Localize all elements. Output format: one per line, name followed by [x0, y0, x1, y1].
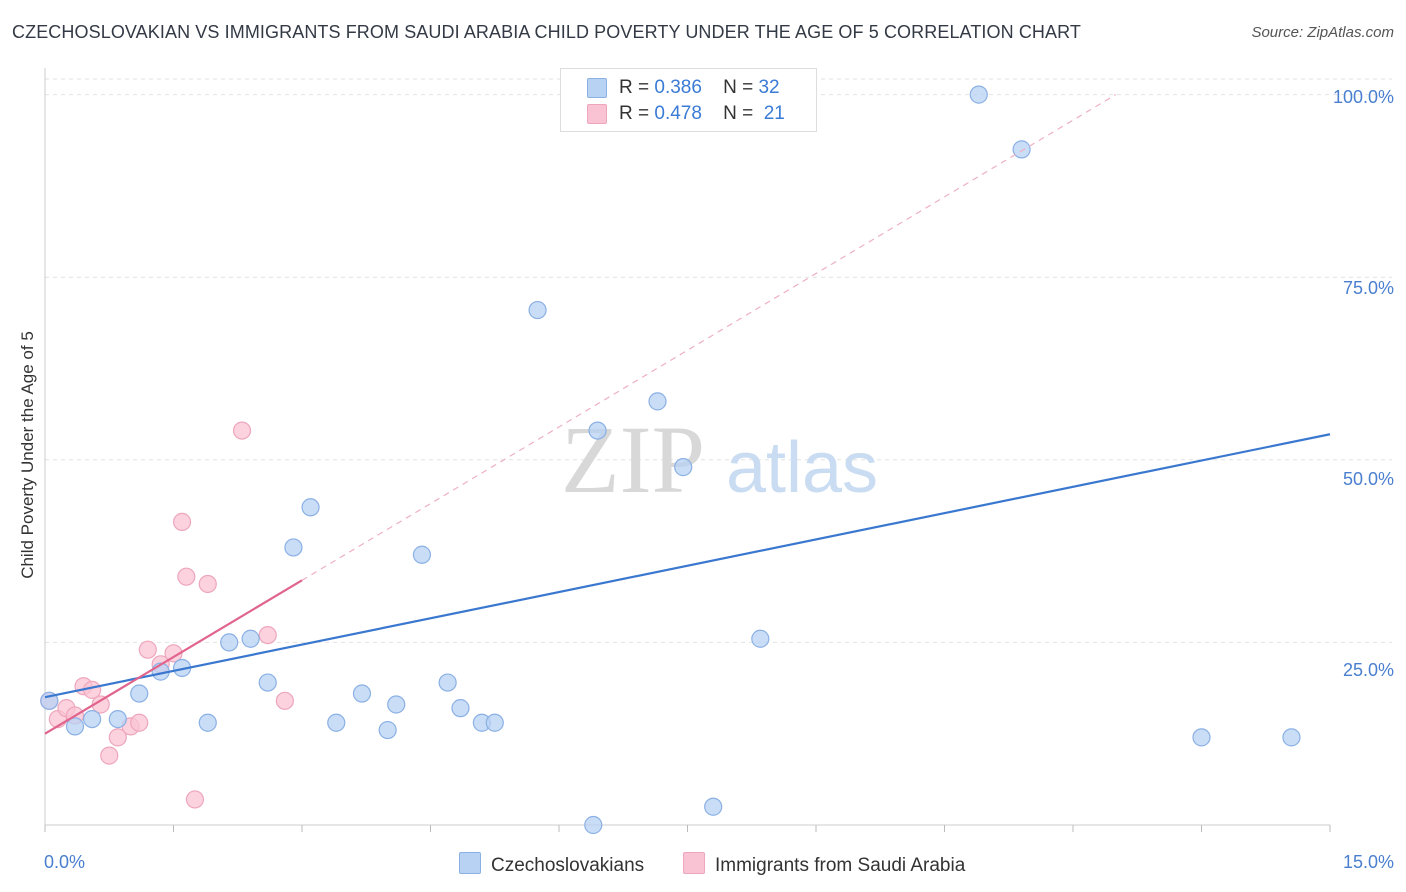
- blue-data-point: [258, 673, 277, 692]
- legend-r-label: R =: [619, 103, 650, 124]
- y-tick-50: 50.0%: [1342, 469, 1394, 489]
- blue-data-point: [528, 300, 547, 320]
- blue-data-point: [584, 815, 603, 835]
- x-tick-max: 15.0%: [1342, 852, 1394, 872]
- pink-data-point: [164, 644, 183, 663]
- blue-data-point: [412, 545, 432, 564]
- blue-data-point: [108, 709, 127, 729]
- blue-data-point: [220, 633, 239, 652]
- legend-n-value: 32: [758, 77, 780, 98]
- pink-data-point: [138, 640, 157, 659]
- pink-data-point: [198, 574, 217, 594]
- blue-data-point: [438, 673, 457, 692]
- pink-data-point: [177, 567, 196, 586]
- x-tick-min: 0.0%: [44, 852, 86, 872]
- pink-data-point: [232, 421, 252, 440]
- pink-data-point: [185, 790, 205, 809]
- grid-lines: [45, 78, 1392, 643]
- blue-swatch: [459, 852, 481, 874]
- pink-swatch: [587, 104, 607, 124]
- y-tick-100: 100.0%: [1332, 87, 1394, 107]
- blue-data-point: [387, 695, 406, 714]
- blue-data-point: [198, 713, 217, 732]
- blue-data-point: [352, 684, 372, 703]
- legend-item-czechoslovakians[interactable]: Czechoslovakians: [459, 852, 644, 877]
- blue-trend-line: [44, 433, 1331, 699]
- blue-series: [40, 85, 1301, 835]
- blue-data-point: [130, 684, 149, 703]
- blue-swatch: [587, 78, 607, 98]
- blue-data-point: [83, 709, 102, 729]
- legend-n-label: N =: [723, 103, 754, 124]
- blue-data-point: [648, 392, 667, 411]
- blue-data-point: [704, 797, 723, 816]
- legend-label-pink: Immigrants from Saudi Arabia: [715, 855, 966, 876]
- blue-data-point: [751, 629, 770, 648]
- blue-data-point: [301, 498, 320, 517]
- blue-data-point: [485, 713, 504, 732]
- pink-trend-extension: [301, 94, 1117, 581]
- pink-data-point: [172, 512, 192, 531]
- blue-data-point: [1192, 728, 1211, 747]
- blue-data-point: [284, 538, 303, 557]
- legend-r-value: 0.386: [654, 77, 702, 98]
- blue-data-point: [378, 720, 397, 740]
- blue-data-point: [451, 699, 470, 718]
- pink-data-point: [130, 713, 149, 732]
- pink-data-point: [275, 691, 294, 710]
- watermark-atlas: atlas: [726, 428, 878, 508]
- pink-series: [40, 421, 294, 809]
- pink-data-point: [258, 625, 277, 645]
- y-tick-75: 75.0%: [1342, 278, 1394, 298]
- blue-data-point: [588, 421, 607, 440]
- legend-r-label: R =: [619, 77, 650, 98]
- correlation-legend: R = 0.386 N = 32 R = 0.478 N = 21: [560, 68, 817, 132]
- source-credit: Source: ZipAtlas.com: [1251, 24, 1394, 41]
- blue-data-point: [1282, 728, 1301, 747]
- blue-data-point: [241, 629, 260, 648]
- legend-label-blue: Czechoslovakians: [491, 855, 645, 876]
- pink-swatch: [683, 852, 705, 874]
- blue-data-point: [1012, 140, 1031, 159]
- chart-title: CZECHOSLOVAKIAN VS IMMIGRANTS FROM SAUDI…: [12, 22, 1081, 42]
- blue-data-point: [969, 85, 988, 104]
- pink-data-point: [100, 746, 119, 765]
- legend-r-value: 0.478: [654, 103, 702, 124]
- legend-n-label: N =: [723, 77, 754, 98]
- blue-data-point: [327, 713, 346, 732]
- blue-data-point: [65, 717, 85, 736]
- pink-data-point: [108, 728, 127, 747]
- legend-n-value: 21: [763, 103, 785, 124]
- pink-trend-line: [44, 579, 303, 735]
- legend-item-saudi-arabia[interactable]: Immigrants from Saudi Arabia: [683, 852, 965, 877]
- trend-lines: [44, 94, 1331, 735]
- blue-data-point: [674, 458, 693, 477]
- y-tick-25: 25.0%: [1342, 660, 1394, 680]
